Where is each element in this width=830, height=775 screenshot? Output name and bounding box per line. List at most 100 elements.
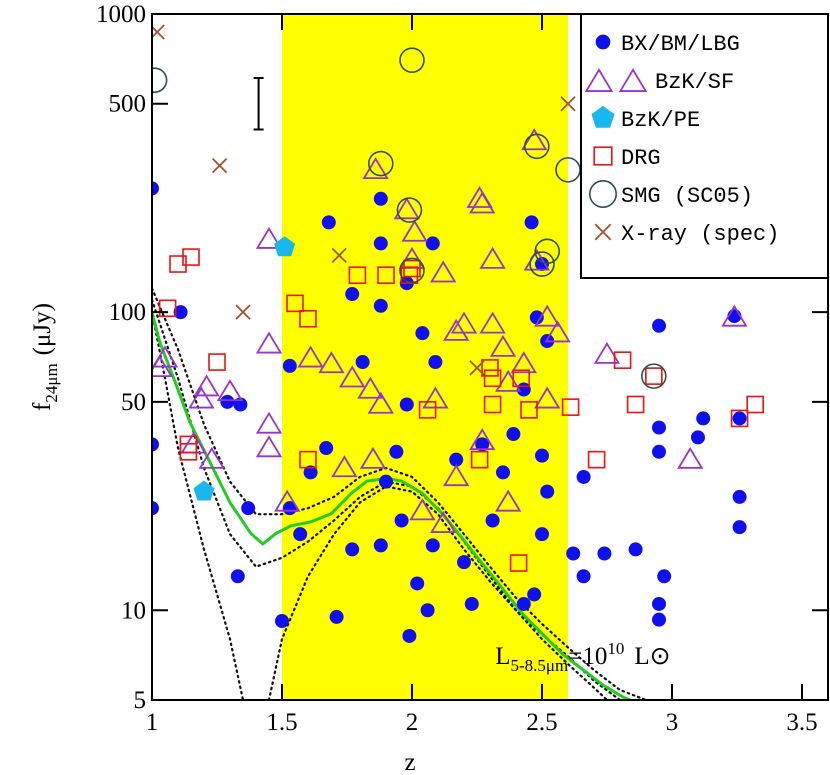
plot-frame [151,13,829,701]
point [379,474,393,489]
point [475,437,490,452]
y-tick-label: 5 [134,687,147,714]
point [593,341,621,364]
point [495,489,522,512]
point [274,489,301,512]
error-bar [253,76,264,131]
point [216,379,244,402]
point [193,374,220,397]
point [241,501,256,516]
point [561,398,580,416]
point [303,465,318,480]
point [449,452,464,467]
point [560,96,576,112]
x-tick-label: 3 [666,709,679,736]
point [652,420,666,435]
y-tick-label: 50 [121,389,146,416]
point [152,181,159,196]
point [188,386,215,409]
point [696,411,711,426]
point [345,287,360,302]
point [255,411,283,434]
point [357,376,384,399]
point [529,251,555,277]
point [597,546,612,561]
point [483,395,502,414]
point [534,238,561,265]
point [587,450,606,469]
point [652,596,666,611]
point [318,351,345,374]
annotation-part: =10 [568,643,607,670]
point [401,219,428,242]
point [255,331,283,354]
point [152,437,159,452]
point [373,191,388,206]
point [628,542,643,557]
point [430,511,457,533]
point [373,236,388,251]
point [512,369,531,388]
point [345,542,360,557]
point [299,450,317,469]
point [479,311,506,334]
point [373,298,388,313]
x-tick-label: 2.5 [526,709,557,736]
model-curve [152,311,245,700]
point [173,305,188,320]
point [430,260,457,283]
point [182,248,200,266]
point [479,246,506,269]
point [274,236,296,257]
point [652,318,666,333]
point [509,554,528,572]
point [485,513,500,528]
point [591,105,615,128]
legend-label: DRG [621,146,661,171]
point [443,464,470,487]
point [626,395,645,414]
annotation-part: 5-8.5μm [510,656,568,675]
point [677,446,704,469]
point [732,489,747,504]
point [516,596,531,611]
x-tick-label: 1 [146,709,159,736]
point [469,428,496,451]
point [481,359,499,377]
point [746,395,765,414]
point [534,386,561,409]
point [506,427,521,442]
point [198,446,225,469]
point [496,465,510,480]
point [255,226,283,249]
point [732,411,747,426]
point [399,257,425,284]
point [489,334,517,357]
point [355,355,370,370]
x-tick-label: 1.5 [266,709,297,736]
point [359,446,387,469]
point [535,527,549,542]
point [329,609,344,624]
point [275,614,289,629]
point [282,501,297,516]
point [588,180,617,209]
point [402,628,417,643]
x-tick-label: 3.5 [786,709,817,736]
point [399,397,414,412]
y-tick-label: 500 [109,91,147,118]
legend-box [580,13,829,279]
y-axis-label: f24μm(μJy) [29,303,61,411]
point [339,365,366,388]
point [396,197,423,223]
x-axis-label: z [404,749,415,775]
point [652,444,666,459]
point [394,513,409,528]
point [403,259,421,278]
point [657,569,672,584]
point [594,223,612,241]
point [152,355,173,378]
point [721,304,748,327]
y-tick-label: 10 [121,597,146,624]
